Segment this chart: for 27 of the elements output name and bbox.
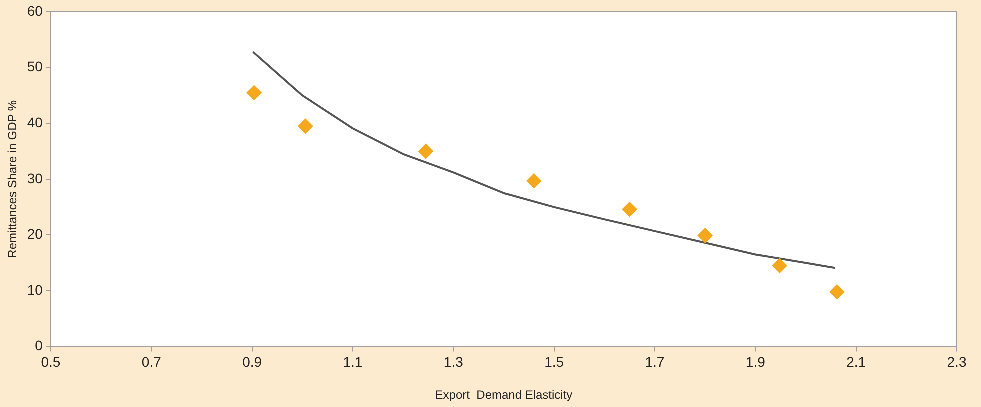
y-tick-label: 0	[35, 338, 44, 354]
point	[246, 85, 262, 100]
point	[418, 144, 434, 159]
x-tick-label: 2.3	[947, 354, 967, 370]
point	[830, 284, 845, 300]
x-tick-label: 0.5	[41, 354, 61, 370]
y-tick-label: 30	[27, 170, 44, 186]
y-tick-label: 20	[27, 226, 44, 242]
point	[772, 258, 788, 274]
x-tick-label: 0.9	[242, 354, 262, 370]
x-tick-label: 2.1	[846, 354, 866, 370]
y-tick-label: 50	[27, 58, 44, 75]
x-tick-label: 0.7	[142, 354, 162, 370]
point	[298, 118, 314, 134]
point	[622, 202, 638, 218]
point	[526, 174, 542, 189]
x-tick-label: 1.1	[343, 354, 363, 370]
y-tick-label: 40	[27, 114, 44, 130]
point	[698, 228, 713, 244]
x-tick-label: 1.9	[746, 354, 766, 370]
x-tick-label: 1.7	[645, 354, 665, 370]
y-tick-label: 10	[27, 282, 44, 298]
y-axis-title: Remittances Share in GDP %	[6, 100, 20, 258]
y-tick-label: 60	[27, 2, 44, 19]
x-axis-title: Export Demand Elasticity	[435, 388, 573, 402]
x-tick-label: 1.5	[544, 354, 564, 370]
x-tick-label: 1.3	[444, 354, 464, 370]
